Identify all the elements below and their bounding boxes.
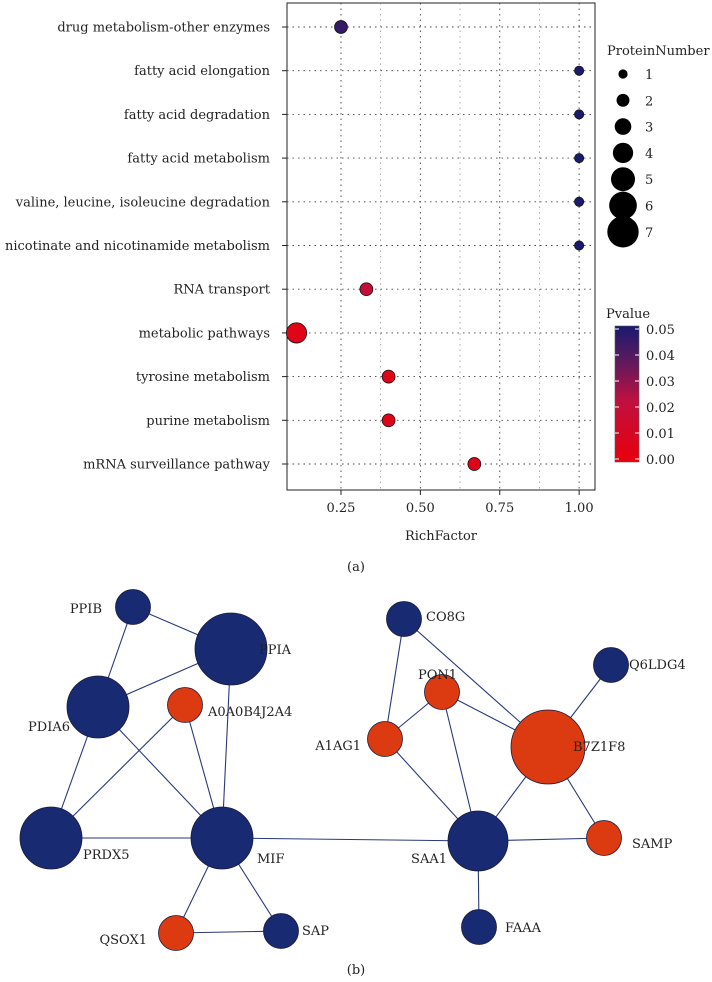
network-nodes: PPIB PPIA PDIA6 A0A0B4J2A4 PRDX5 MIF QSOX1 SAP C… (19, 589, 686, 951)
data-points (285, 20, 585, 471)
size-legend-dot (616, 93, 630, 107)
point-tyrosine-metabolism (381, 369, 396, 384)
color-tick-label: 0.05 (646, 323, 675, 338)
x-tick-label: 0.50 (406, 501, 435, 516)
node-label-pdia6: PDIA6 (28, 720, 70, 735)
color-legend: Pvalue 0.05 0.04 0.03 0.02 0.01 0.00 (606, 307, 675, 468)
node-label-prdx5: PRDX5 (83, 848, 129, 863)
node-saa1 (447, 810, 509, 872)
y-tick-label: drug metabolism-other enzymes (57, 21, 270, 36)
color-tick-label: 0.03 (646, 375, 675, 390)
size-legend: ProteinNumber 1 2 3 4 5 6 7 (607, 44, 710, 248)
point-metabolic-pathways (285, 322, 308, 344)
node-ppia (194, 612, 268, 686)
size-legend-label: 4 (645, 147, 653, 162)
point-fatty-acid-degradation (574, 109, 585, 120)
size-legend-label: 6 (645, 200, 653, 215)
size-legend-title: ProteinNumber (607, 44, 710, 59)
node-label-qsox1: QSOX1 (99, 933, 147, 948)
size-legend-dot (614, 118, 632, 135)
node-label-mif: MIF (257, 852, 284, 867)
y-tick-label: fatty acid degradation (124, 108, 271, 123)
y-tick-labels: drug metabolism-other enzymes fatty acid … (5, 21, 287, 473)
x-tick-label: 0.25 (327, 501, 356, 516)
x-tick-label: 0.75 (485, 501, 514, 516)
point-mrna-surveillance-pathway (467, 457, 482, 471)
node-label-samp: SAMP (632, 837, 673, 852)
color-legend-title: Pvalue (606, 307, 650, 322)
node-label-a1ag1: A1AG1 (314, 739, 361, 754)
size-legend-dot (618, 69, 628, 79)
panel-label-a: (a) (347, 560, 365, 575)
edge-co8g-a1ag1 (384, 618, 405, 740)
node-label-a0a0b4j2a4: A0A0B4J2A4 (207, 705, 292, 720)
protein-network: PPIB PPIA PDIA6 A0A0B4J2A4 PRDX5 MIF QSOX1 SAP C… (19, 589, 686, 978)
x-tick-label: 1.00 (565, 501, 594, 516)
node-pon1 (424, 674, 460, 710)
size-legend-dot (611, 167, 635, 192)
y-tick-label: valine, leucine, isoleucine degradation (15, 195, 271, 210)
node-prdx5 (19, 806, 83, 870)
node-label-saa1: SAA1 (411, 852, 447, 867)
node-ppib (115, 589, 151, 625)
node-q6ldg4 (593, 647, 629, 683)
size-legend-label: 1 (645, 68, 653, 83)
size-legend-label: 7 (645, 226, 653, 241)
size-legend-dot (612, 142, 634, 164)
node-label-ppia: PPIA (259, 643, 292, 658)
node-label-b7z1f8: B7Z1F8 (573, 740, 625, 755)
edge-mif-saa1 (221, 837, 479, 842)
color-tick-label: 0.01 (646, 427, 675, 442)
y-tick-label: purine metabolism (146, 414, 270, 429)
y-tick-label: metabolic pathways (139, 326, 270, 341)
node-a0a0b4j2a4 (167, 687, 203, 723)
bubble-chart: drug metabolism-other enzymes fatty acid … (5, 2, 710, 575)
size-legend-label: 5 (645, 173, 653, 188)
point-rna-transport (359, 282, 374, 297)
node-sap (263, 913, 299, 949)
point-fatty-acid-elongation (574, 65, 585, 76)
point-purine-metabolism (381, 413, 396, 428)
node-label-faaa: FAAA (505, 921, 542, 936)
size-legend-label: 2 (645, 94, 653, 109)
y-tick-label: mRNA surveillance pathway (83, 458, 271, 473)
node-mif (190, 806, 254, 870)
size-legend-dot (607, 216, 639, 248)
y-tick-label: RNA transport (173, 283, 270, 298)
node-samp (586, 820, 622, 856)
node-a1ag1 (367, 721, 403, 757)
size-legend-label: 3 (645, 121, 653, 136)
x-axis-label: RichFactor (405, 529, 478, 544)
y-tick-label: fatty acid elongation (134, 64, 270, 79)
y-tick-label: nicotinate and nicotinamide metabolism (5, 239, 270, 254)
node-label-pon1: PON1 (418, 668, 457, 683)
color-tick-label: 0.04 (646, 349, 675, 364)
node-label-co8g: CO8G (426, 610, 465, 625)
node-label-q6ldg4: Q6LDG4 (629, 658, 686, 673)
point-valine-leucine-isoleucine-degradation (574, 196, 585, 207)
node-b7z1f8 (510, 709, 586, 785)
node-pdia6 (66, 675, 130, 739)
y-tick-label: fatty acid metabolism (127, 152, 270, 167)
panel-label-b: (b) (347, 963, 365, 978)
point-fatty-acid-metabolism (574, 153, 585, 164)
size-legend-dot (609, 191, 637, 220)
plot-frame (286, 2, 596, 491)
node-faaa (461, 909, 497, 945)
point-drug-metabolism-other-enzymes (334, 20, 348, 34)
point-nicotinate-and-nicotinamide-metabolism (574, 240, 585, 251)
color-tick-label: 0.00 (646, 453, 675, 468)
edge-prdx5-a0a0b4j2a4 (50, 704, 186, 839)
color-tick-label: 0.02 (646, 401, 675, 416)
node-label-sap: SAP (302, 924, 329, 939)
x-ticks: 0.25 0.50 0.75 1.00 (327, 490, 594, 516)
node-co8g (386, 601, 422, 637)
color-bar (614, 325, 640, 463)
node-label-ppib: PPIB (70, 602, 102, 617)
node-qsox1 (158, 915, 194, 951)
y-tick-label: tyrosine metabolism (136, 370, 270, 385)
